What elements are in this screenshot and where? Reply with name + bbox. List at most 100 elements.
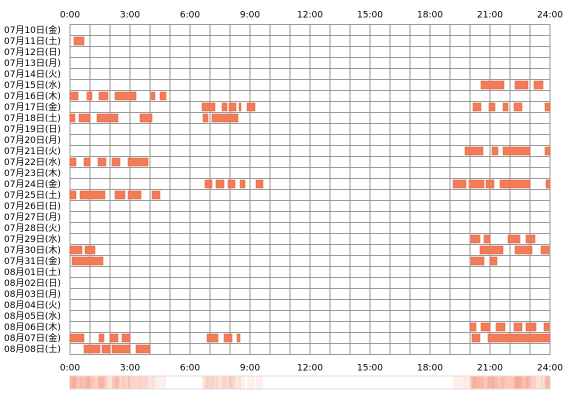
activity-bar	[495, 322, 506, 332]
activity-bar	[246, 102, 256, 112]
row-label: 07月11日(土)	[4, 35, 61, 47]
row-label: 07月31日(金)	[4, 255, 61, 267]
density-slice	[496, 376, 505, 389]
activity-bar	[488, 102, 496, 112]
density-slice	[115, 376, 136, 389]
density-slice	[503, 376, 530, 389]
row-label: 07月19日(日)	[4, 124, 61, 135]
density-slice	[534, 376, 543, 389]
activity-bar	[84, 245, 96, 255]
density-slice	[472, 376, 480, 389]
activity-bar	[111, 157, 121, 167]
density-slice	[470, 376, 476, 389]
activity-bar	[464, 146, 484, 156]
activity-bar	[201, 102, 216, 112]
activity-bar	[69, 113, 76, 123]
activity-bar	[204, 179, 213, 189]
activity-bar	[489, 256, 498, 266]
x-tick-label-top: 3:00	[120, 11, 140, 21]
density-slice	[545, 376, 550, 389]
x-tick-label-top: 24:00	[537, 11, 563, 21]
row-label: 07月12日(日)	[4, 47, 61, 58]
density-slice	[152, 376, 160, 389]
density-slice	[237, 376, 240, 389]
density-slice	[115, 376, 125, 389]
activity-bar	[470, 256, 485, 266]
x-tick-label-bottom: 0:00	[60, 364, 80, 374]
density-slice	[216, 376, 224, 389]
activity-bar	[150, 91, 156, 101]
activity-bar	[96, 113, 119, 123]
density-slice	[74, 376, 84, 389]
density-slice	[70, 376, 84, 389]
activity-bar	[83, 344, 101, 354]
density-slice	[202, 376, 215, 389]
density-slice	[489, 376, 495, 389]
density-slice	[469, 376, 484, 389]
density-slice	[70, 376, 78, 389]
density-slice	[473, 376, 481, 389]
density-slice	[128, 376, 148, 389]
density-slice	[471, 376, 484, 389]
row-label: 07月27日(月)	[4, 212, 61, 223]
row-label: 08月06日(木)	[4, 321, 61, 333]
density-slice	[228, 376, 235, 389]
x-tick-label-top: 0:00	[60, 11, 80, 21]
activity-bar	[452, 179, 467, 189]
x-tick-label-bottom: 21:00	[477, 364, 503, 374]
row-label: 08月02日(日)	[4, 278, 61, 289]
density-slice	[136, 376, 150, 389]
activity-bar	[159, 91, 167, 101]
density-slice	[212, 376, 238, 389]
density-slice	[122, 376, 130, 389]
activity-bar	[83, 157, 91, 167]
density-slice	[98, 376, 106, 389]
activity-bar	[73, 36, 85, 46]
activity-bar	[206, 333, 219, 343]
activity-bar	[472, 102, 482, 112]
activity-bar	[480, 322, 491, 332]
density-slice	[99, 376, 104, 389]
density-slice	[97, 376, 118, 389]
activity-bar	[525, 234, 536, 244]
density-slice	[526, 376, 536, 389]
row-label: 07月29日(水)	[4, 233, 61, 245]
density-slice	[515, 376, 528, 389]
activity-bar	[97, 157, 107, 167]
activity-bar	[69, 245, 83, 255]
activity-bar	[236, 333, 241, 343]
x-tick-label-top: 12:00	[297, 11, 323, 21]
activity-bar	[151, 190, 161, 200]
row-label: 08月01日(土)	[4, 266, 61, 278]
activity-bar	[485, 179, 495, 189]
activity-bar	[239, 179, 246, 189]
density-slice	[110, 376, 118, 389]
density-slice	[84, 376, 100, 389]
x-tick-label-top: 6:00	[180, 11, 200, 21]
activity-bar	[223, 333, 233, 343]
density-slice	[87, 376, 92, 389]
activity-bar	[69, 190, 77, 200]
density-slice	[99, 376, 108, 389]
density-slice	[545, 376, 550, 389]
density-slice	[229, 376, 236, 389]
activity-bar	[255, 179, 264, 189]
x-tick-label-bottom: 3:00	[120, 364, 140, 374]
density-slice	[471, 376, 480, 389]
density-strip	[69, 375, 551, 390]
density-slice	[486, 376, 494, 389]
activity-bar	[491, 146, 499, 156]
activity-bar	[499, 179, 531, 189]
activity-bar	[514, 80, 529, 90]
activity-bar	[487, 333, 551, 343]
density-slice	[151, 376, 155, 389]
density-slice	[488, 376, 550, 389]
density-slice	[102, 376, 110, 389]
density-slice	[484, 376, 490, 389]
activity-bar	[211, 113, 239, 123]
activity-bar	[525, 322, 537, 332]
density-slice	[481, 376, 504, 389]
density-slice	[514, 376, 522, 389]
activity-bar	[543, 322, 550, 332]
row-label: 08月04日(火)	[4, 300, 61, 311]
